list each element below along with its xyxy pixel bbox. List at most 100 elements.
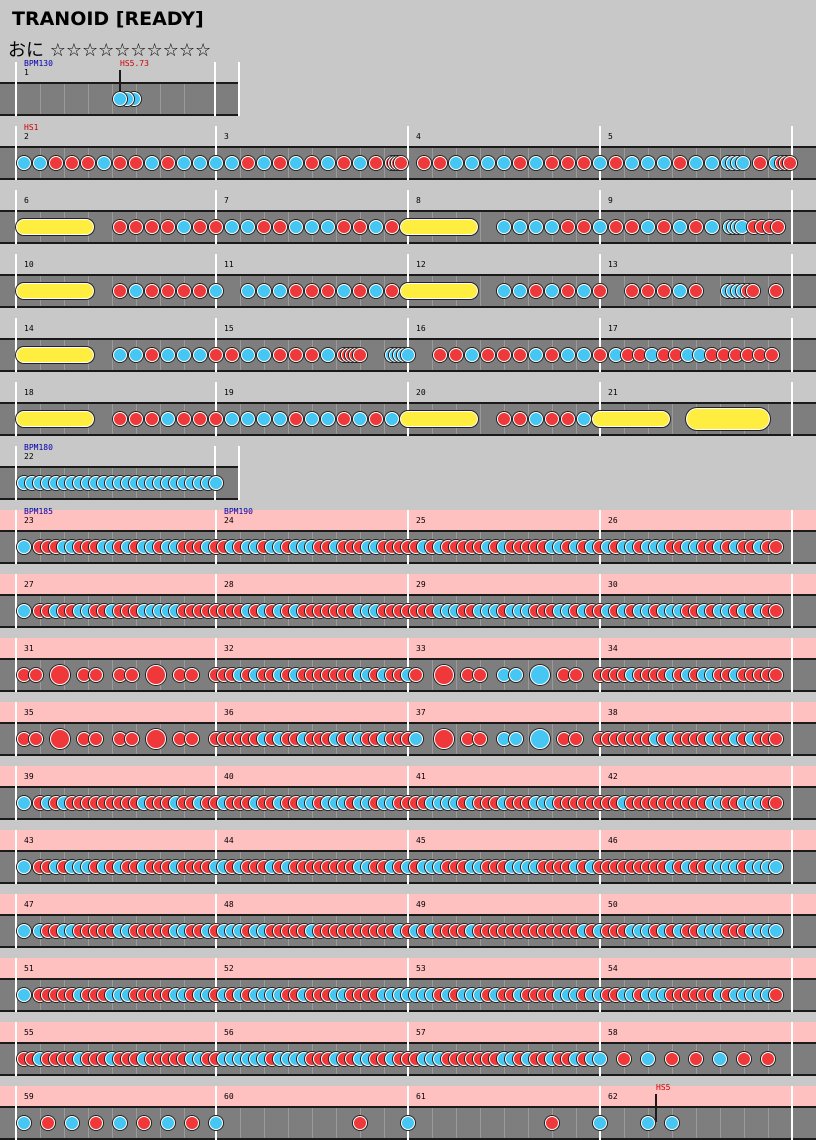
beat-line bbox=[768, 1108, 769, 1138]
don-note bbox=[209, 348, 223, 362]
drumroll bbox=[16, 411, 94, 427]
measure-number: 20 bbox=[416, 388, 426, 397]
bar-line bbox=[15, 62, 17, 116]
ka-note bbox=[465, 348, 479, 362]
bar-line bbox=[791, 318, 793, 372]
ka-note bbox=[401, 1116, 415, 1130]
bar-line bbox=[215, 638, 217, 692]
ka-note bbox=[193, 156, 207, 170]
ka-note bbox=[497, 156, 511, 170]
ka-note bbox=[665, 1116, 679, 1130]
don-note bbox=[513, 348, 527, 362]
lane-border-bottom bbox=[0, 114, 240, 116]
bar-line bbox=[791, 702, 793, 756]
ka-note bbox=[113, 92, 127, 106]
beat-line bbox=[336, 212, 337, 242]
bar-line bbox=[15, 894, 17, 948]
ka-note bbox=[209, 156, 223, 170]
don-note bbox=[145, 284, 159, 298]
measure-number: 44 bbox=[224, 836, 234, 845]
measure-number: 11 bbox=[224, 260, 234, 269]
don-note bbox=[145, 348, 159, 362]
beat-line bbox=[184, 84, 185, 114]
don-note bbox=[321, 284, 335, 298]
ka-note bbox=[529, 348, 543, 362]
bar-line bbox=[15, 318, 17, 372]
course-name: おに bbox=[8, 40, 44, 61]
bar-line bbox=[15, 510, 17, 564]
measure-number: 19 bbox=[224, 388, 234, 397]
beat-line bbox=[480, 404, 481, 434]
beat-line bbox=[64, 148, 65, 178]
don-note bbox=[289, 284, 303, 298]
measure-number: 18 bbox=[24, 388, 34, 397]
bar-line bbox=[599, 190, 601, 244]
beat-line bbox=[336, 404, 337, 434]
beat-line bbox=[720, 212, 721, 242]
don-note bbox=[737, 1052, 751, 1066]
beat-line bbox=[672, 276, 673, 306]
chart-row: 10 11 12 13 bbox=[0, 254, 816, 308]
bar-line bbox=[599, 254, 601, 308]
ka-note bbox=[17, 540, 31, 554]
don-note bbox=[561, 220, 575, 234]
don-note bbox=[673, 156, 687, 170]
measure-number: 43 bbox=[24, 836, 34, 845]
beat-line bbox=[288, 404, 289, 434]
bar-line bbox=[407, 318, 409, 372]
drumroll bbox=[400, 219, 478, 235]
bar-line bbox=[15, 638, 17, 692]
don-note bbox=[385, 284, 399, 298]
ka-note bbox=[401, 348, 415, 362]
measure-number: 30 bbox=[608, 580, 618, 589]
don-note bbox=[113, 156, 127, 170]
beat-line bbox=[576, 404, 577, 434]
don-note bbox=[385, 220, 399, 234]
bar-line bbox=[215, 830, 217, 884]
don-note bbox=[145, 412, 159, 426]
beat-line bbox=[160, 404, 161, 434]
measure-number: 12 bbox=[416, 260, 426, 269]
beat-line bbox=[240, 212, 241, 242]
beat-line bbox=[432, 148, 433, 178]
don-note bbox=[577, 156, 591, 170]
measure-number: 56 bbox=[224, 1028, 234, 1037]
measure-number: 4 bbox=[416, 132, 421, 141]
beat-line bbox=[288, 148, 289, 178]
don-note bbox=[193, 284, 207, 298]
measure-number: 39 bbox=[24, 772, 34, 781]
bar-line bbox=[791, 638, 793, 692]
don-note bbox=[434, 729, 454, 749]
don-note bbox=[569, 668, 583, 682]
ka-note bbox=[97, 156, 111, 170]
beat-line bbox=[624, 1108, 625, 1138]
beat-line bbox=[504, 1108, 505, 1138]
ka-note bbox=[625, 156, 639, 170]
don-note bbox=[545, 156, 559, 170]
beat-line bbox=[384, 1108, 385, 1138]
ka-note bbox=[481, 156, 495, 170]
ka-note bbox=[449, 156, 463, 170]
beat-line bbox=[552, 724, 553, 754]
beat-line bbox=[240, 340, 241, 370]
beat-line bbox=[288, 1108, 289, 1138]
don-note bbox=[449, 348, 463, 362]
bar-line bbox=[215, 574, 217, 628]
measure-number: 48 bbox=[224, 900, 234, 909]
measure-number: 7 bbox=[224, 196, 229, 205]
ka-note bbox=[769, 924, 783, 938]
ka-note bbox=[193, 348, 207, 362]
beat-line bbox=[528, 276, 529, 306]
don-note bbox=[561, 412, 575, 426]
bar-line bbox=[215, 254, 217, 308]
ka-note bbox=[273, 412, 287, 426]
bar-line bbox=[15, 958, 17, 1012]
don-note bbox=[337, 220, 351, 234]
beat-line bbox=[480, 340, 481, 370]
don-note bbox=[545, 1116, 559, 1130]
ka-note bbox=[257, 412, 271, 426]
ka-note bbox=[545, 220, 559, 234]
bar-line bbox=[599, 638, 601, 692]
ka-note bbox=[577, 348, 591, 362]
bar-line bbox=[791, 382, 793, 436]
